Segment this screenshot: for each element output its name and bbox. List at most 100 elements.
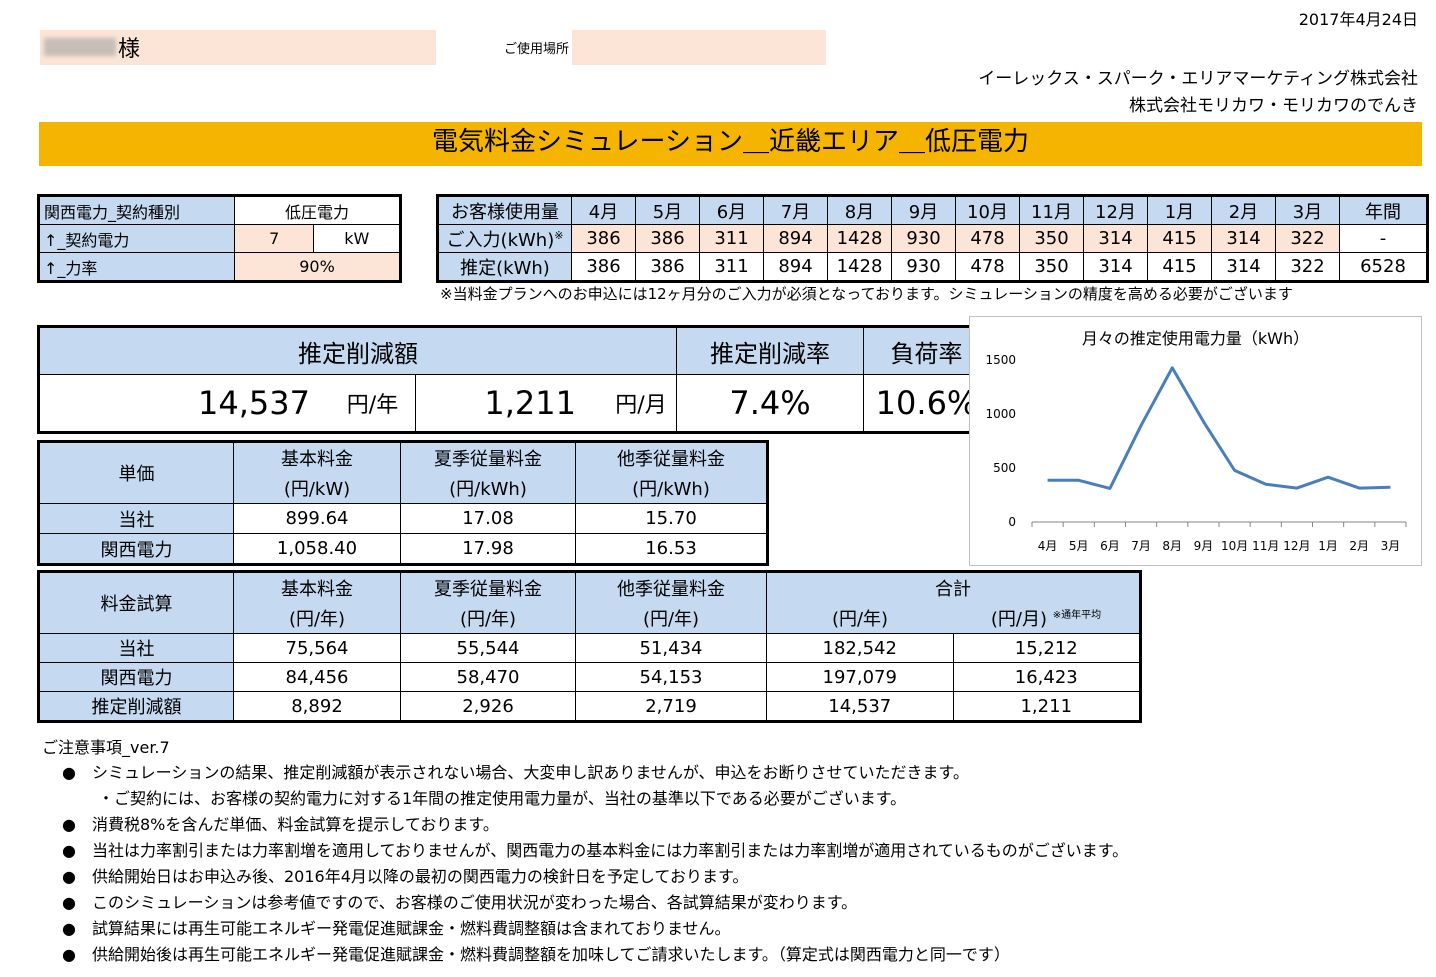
note-item: ● 消費税8%を含んだ単価、料金試算を提示しております。 <box>62 812 1128 838</box>
note-text: このシミュレーションは参考値ですので、お客様のご使用状況が変わった場合、各試算結… <box>92 893 858 912</box>
x-tick-label: 1月 <box>1318 539 1338 553</box>
calc-cell: 197,079 <box>766 662 954 692</box>
calc-col-summer-unit: (円/年) <box>400 602 576 634</box>
chart-title: 月々の推定使用電力量（kWh） <box>1081 329 1310 348</box>
unit-cell: 17.98 <box>400 533 576 565</box>
yearly-saving-value: 14,537 <box>38 374 330 433</box>
fee-calc-table: 料金試算 基本料金 夏季従量料金 他季従量料金 合計 (円/年) (円/年) (… <box>37 570 1142 723</box>
usage-estimate-annual: 6528 <box>1339 252 1428 282</box>
calc-cell: 84,456 <box>233 662 401 692</box>
company-name-1: イーレックス・スパーク・エリアマーケティング株式会社 <box>978 69 1418 89</box>
unit-price-table: 単価 基本料金 夏季従量料金 他季従量料金 (円/kW) (円/kWh) (円/… <box>37 440 769 566</box>
usage-place-label: ご使用場所 <box>504 42 570 57</box>
power-factor-value[interactable]: 90% <box>234 252 401 282</box>
calc-row-label: 関西電力 <box>38 662 234 692</box>
usage-month-header: 9月 <box>891 195 956 225</box>
usage-input-cell[interactable]: 322 <box>1275 224 1340 253</box>
usage-estimate-cell: 350 <box>1019 252 1084 282</box>
usage-estimate-cell: 478 <box>955 252 1020 282</box>
saving-rate-value: 7.4% <box>676 374 864 433</box>
redacted-customer-name <box>44 38 116 56</box>
note-item: ・ご契約には、お客様の契約電力に対する1年間の推定使用電力量が、当社の基準以下で… <box>62 786 1128 812</box>
y-tick-label: 0 <box>1008 515 1016 529</box>
usage-place-field <box>572 30 826 65</box>
note-text: ・ご契約には、お客様の契約電力に対する1年間の推定使用電力量が、当社の基準以下で… <box>98 789 907 808</box>
summary-table: 推定削減額 推定削減率 負荷率 14,537 円/年 1,211 円/月 7.4… <box>37 325 992 434</box>
usage-input-annual: - <box>1339 224 1428 253</box>
note-item: ● シミュレーションの結果、推定削減額が表示されない場合、大変申し訳ありませんが、… <box>62 760 1128 786</box>
bullet-icon: ● <box>62 893 76 912</box>
usage-month-header: 7月 <box>763 195 828 225</box>
unit-row-label: 当社 <box>38 503 234 534</box>
usage-input-cell[interactable]: 415 <box>1147 224 1212 253</box>
usage-table: お客様使用量 4月 5月 6月 7月 8月 9月 10月 11月 12月 1月 2月 3月 年間 ご入力… <box>436 194 1429 283</box>
note-item: ● 試算結果には再生可能エネルギー発電促進賦課金・燃料費調整額は含まれておりません… <box>62 916 1128 942</box>
calc-col-basic: 基本料金 <box>233 571 401 602</box>
usage-estimate-cell: 322 <box>1275 252 1340 282</box>
calc-cell: 8,892 <box>233 691 401 722</box>
usage-input-cell[interactable]: 314 <box>1211 224 1276 253</box>
x-tick-label: 9月 <box>1194 539 1214 553</box>
usage-series-line <box>1047 366 1391 490</box>
usage-input-cell[interactable]: 314 <box>1083 224 1148 253</box>
unit-cell: 899.64 <box>233 503 401 534</box>
calc-cell: 51,434 <box>575 633 767 663</box>
usage-month-header: 5月 <box>635 195 700 225</box>
y-tick-label: 500 <box>993 461 1016 475</box>
calc-col-summer: 夏季従量料金 <box>400 571 576 602</box>
monthly-usage-chart: 月々の推定使用電力量（kWh） 0 500 1000 1500 4月 5月 6月 7月 8月 9月… <box>969 316 1422 566</box>
power-factor-label: ↑_力率 <box>38 252 235 282</box>
monthly-saving-unit: 円/月 <box>606 374 677 433</box>
usage-input-cell[interactable]: 350 <box>1019 224 1084 253</box>
unit-row-label: 関西電力 <box>38 533 234 565</box>
usage-month-header: 6月 <box>699 195 764 225</box>
document-date: 2017年4月24日 <box>1298 10 1418 29</box>
calc-cell: 15,212 <box>952 633 1141 663</box>
calc-cell: 55,544 <box>400 633 576 663</box>
calc-cell: 1,211 <box>952 691 1141 722</box>
usage-estimate-cell: 386 <box>571 252 636 282</box>
usage-estimate-cell: 311 <box>699 252 764 282</box>
usage-input-cell[interactable]: 386 <box>635 224 700 253</box>
usage-input-cell[interactable]: 930 <box>891 224 956 253</box>
unit-col-other-unit: (円/kWh) <box>575 472 768 504</box>
unit-col-basic-unit: (円/kW) <box>233 472 401 504</box>
bullet-icon: ● <box>62 919 76 938</box>
usage-note: ※当料金プランへのお申込には12ヶ月分のご入力が必須となっております。シミュレー… <box>440 285 1293 303</box>
usage-estimate-label: 推定(kWh) <box>437 252 572 282</box>
usage-input-cell[interactable]: 311 <box>699 224 764 253</box>
y-tick-label: 1500 <box>985 353 1016 367</box>
bullet-icon: ● <box>62 945 76 964</box>
bullet-icon: ● <box>62 763 76 782</box>
usage-input-cell[interactable]: 478 <box>955 224 1020 253</box>
unit-cell: 16.53 <box>575 533 768 565</box>
contract-power-value[interactable]: 7 <box>233 224 315 253</box>
bullet-icon: ● <box>62 815 76 834</box>
usage-month-header: 4月 <box>571 195 636 225</box>
note-text: 試算結果には再生可能エネルギー発電促進賦課金・燃料費調整額は含まれておりません。 <box>92 919 731 938</box>
calc-cell: 16,423 <box>952 662 1141 692</box>
usage-estimate-cell: 415 <box>1147 252 1212 282</box>
note-item: ● 供給開始日はお申込み後、2016年4月以降の最初の関西電力の検針日を予定してお… <box>62 864 1128 890</box>
note-item: ● このシミュレーションは参考値ですので、お客様のご使用状況が変わった場合、各試算… <box>62 890 1128 916</box>
usage-header-label: お客様使用量 <box>437 195 572 225</box>
usage-input-cell[interactable]: 894 <box>763 224 828 253</box>
y-tick-label: 1000 <box>985 407 1016 421</box>
unit-col-summer: 夏季従量料金 <box>400 441 576 472</box>
usage-input-cell[interactable]: 1428 <box>827 224 892 253</box>
calc-cell: 75,564 <box>233 633 401 663</box>
unit-col-summer-unit: (円/kWh) <box>400 472 576 504</box>
x-tick-label: 4月 <box>1038 539 1058 553</box>
unit-price-corner: 単価 <box>38 441 234 504</box>
calc-col-total-month-unit: (円/月) ※通年平均 <box>953 602 1141 634</box>
usage-month-header: 3月 <box>1275 195 1340 225</box>
yearly-saving-unit: 円/年 <box>330 374 416 433</box>
contract-table: 関西電力_契約種別 低圧電力 ↑_契約電力 7 kW ↑_力率 90% <box>37 194 402 283</box>
calc-col-other: 他季従量料金 <box>575 571 767 602</box>
usage-month-header: 1月 <box>1147 195 1212 225</box>
usage-input-cell[interactable]: 386 <box>571 224 636 253</box>
calc-col-basic-unit: (円/年) <box>233 602 401 634</box>
x-tick-label: 7月 <box>1131 539 1151 553</box>
calc-cell: 54,153 <box>575 662 767 692</box>
calc-row-label: 当社 <box>38 633 234 663</box>
